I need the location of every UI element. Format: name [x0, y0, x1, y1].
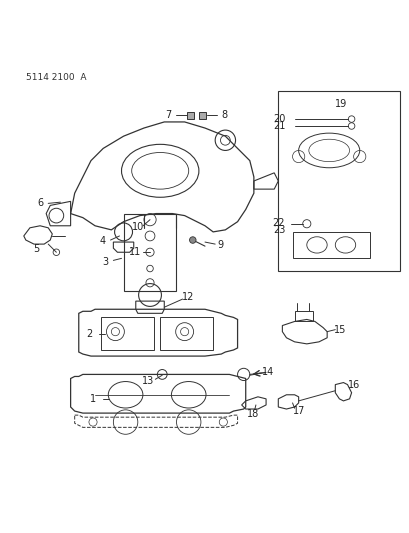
Text: 11: 11 — [128, 247, 141, 257]
Text: 19: 19 — [335, 99, 347, 109]
Text: 2: 2 — [85, 329, 92, 338]
Text: 5114 2100  A: 5114 2100 A — [26, 72, 86, 82]
Text: 20: 20 — [272, 114, 285, 124]
FancyBboxPatch shape — [186, 112, 193, 119]
Text: 15: 15 — [334, 325, 346, 335]
Text: 1: 1 — [90, 394, 96, 404]
Text: 4: 4 — [99, 236, 105, 246]
Text: 9: 9 — [217, 240, 223, 251]
Text: 13: 13 — [142, 376, 154, 386]
Circle shape — [189, 237, 196, 243]
Text: 18: 18 — [246, 409, 258, 419]
Text: 21: 21 — [272, 121, 285, 131]
Text: 10: 10 — [131, 222, 144, 232]
Text: 17: 17 — [292, 406, 304, 416]
Text: 7: 7 — [165, 110, 171, 120]
Text: 23: 23 — [272, 225, 285, 235]
Text: 14: 14 — [261, 367, 274, 377]
Text: 3: 3 — [102, 257, 108, 268]
Text: 5: 5 — [33, 244, 39, 254]
Text: 22: 22 — [272, 218, 285, 228]
Text: 8: 8 — [221, 110, 227, 120]
Text: 6: 6 — [37, 198, 43, 208]
FancyBboxPatch shape — [198, 112, 206, 119]
Text: 12: 12 — [181, 292, 193, 302]
Text: 16: 16 — [347, 379, 359, 390]
